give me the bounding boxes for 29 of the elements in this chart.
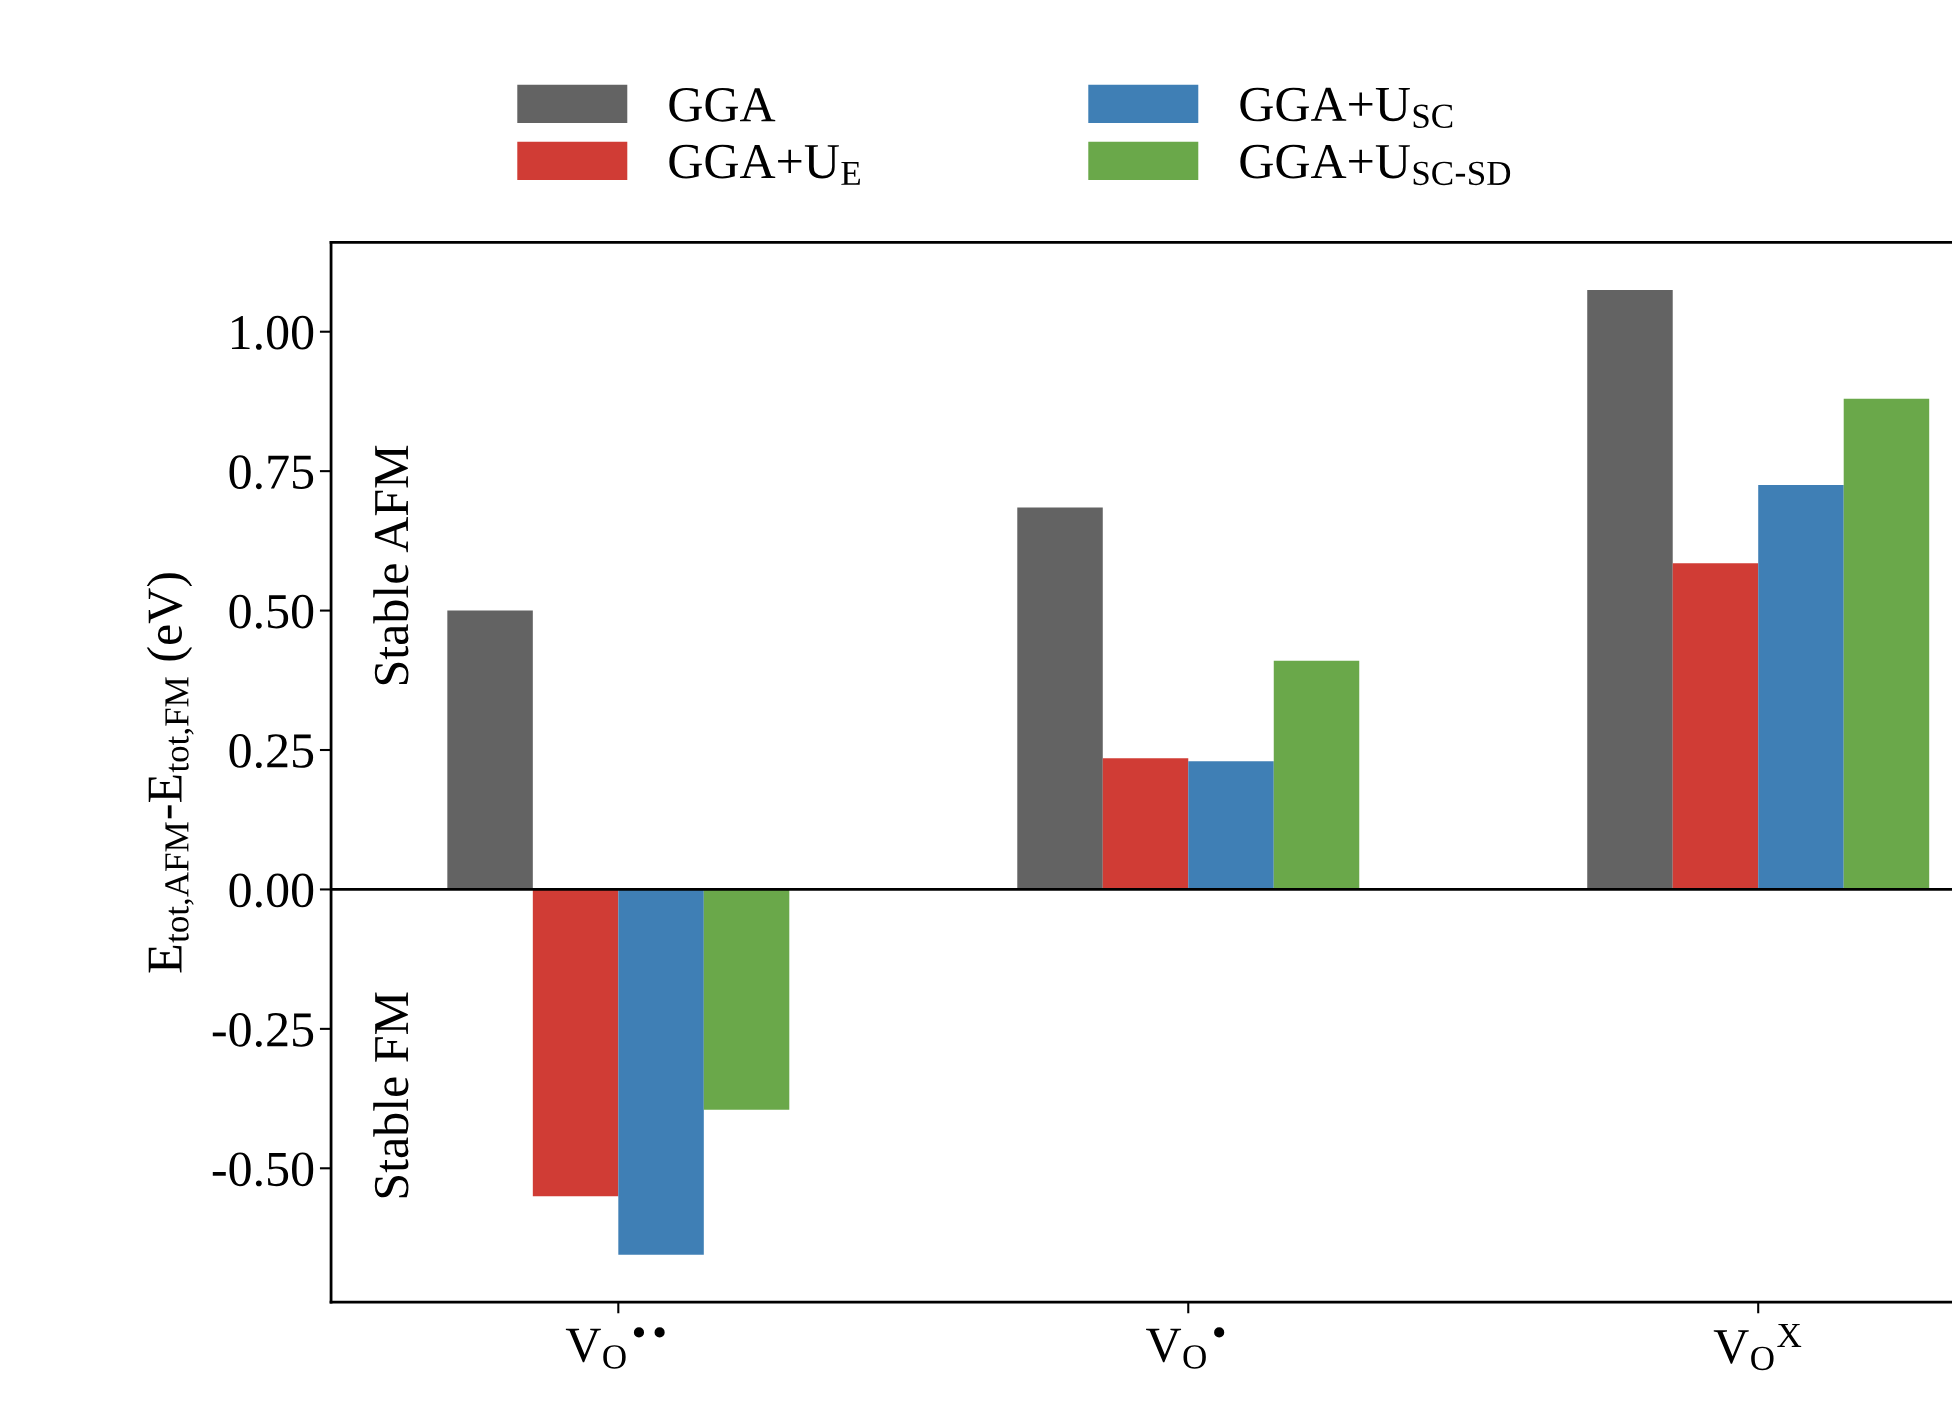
bar	[1843, 398, 1930, 890]
x-tick-label: V$_{O}$$^{••}$	[565, 1327, 665, 1369]
bar	[1758, 485, 1844, 890]
y-tick-label: 0.75	[229, 455, 314, 490]
bar	[532, 889, 619, 1197]
y-tick-label: 0.00	[229, 873, 314, 908]
bar	[1188, 761, 1274, 890]
bar	[618, 889, 704, 1255]
bar	[1017, 507, 1103, 890]
bar	[447, 610, 533, 890]
x-tick-label: V$_{O}$$^{X}$	[1713, 1324, 1802, 1371]
y-axis-title: E$_{tot,AFM}$-E$_{tot,FM}$ (eV)	[146, 573, 194, 973]
legend-label: GGA	[669, 88, 776, 122]
legend-label: GGA+U$_{SC-SD}$	[1240, 144, 1511, 186]
bar	[1587, 289, 1673, 890]
bar	[1672, 563, 1759, 890]
legend-label: GGA+U$_{SC}$	[1240, 87, 1453, 129]
x-tick-label: V$_{O}$$^{•}$	[1146, 1327, 1225, 1369]
y-tick-label: -0.50	[212, 1152, 314, 1187]
y-tick-label: -0.25	[212, 1012, 314, 1047]
bar	[1273, 660, 1360, 890]
y-tick-label: 1.00	[231, 315, 314, 350]
legend-label: GGA+U$_{E}$	[669, 144, 860, 185]
annotation: Stable AFM	[373, 445, 409, 685]
annotation: Stable FM	[373, 992, 409, 1198]
y-tick-label: 0.50	[229, 594, 314, 629]
bar	[703, 889, 790, 1110]
bar	[1102, 758, 1189, 890]
y-tick-label: 0.25	[229, 734, 314, 769]
